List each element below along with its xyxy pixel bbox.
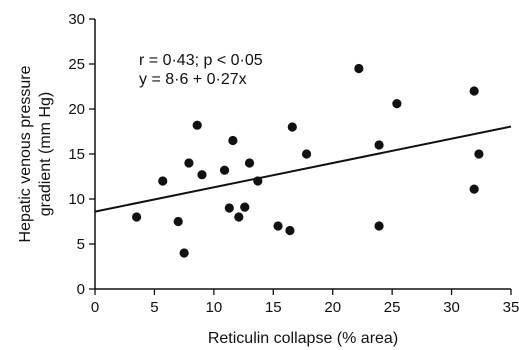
equation-annotation: y = 8·6 + 0·27x: [139, 71, 247, 88]
y-tick-label: 10: [68, 191, 85, 208]
y-tick-label: 30: [68, 11, 85, 28]
data-point: [469, 86, 479, 96]
data-point: [158, 176, 168, 186]
x-axis-title: Reticulin collapse (% area): [208, 330, 398, 347]
data-point: [374, 140, 384, 150]
data-point: [392, 99, 402, 109]
regression-line: [94, 125, 512, 213]
data-point: [374, 221, 384, 231]
y-tick-label: 20: [68, 101, 85, 118]
x-tick-label: 0: [91, 299, 99, 316]
data-point: [301, 149, 312, 159]
data-point: [253, 176, 263, 186]
data-point: [234, 212, 244, 222]
data-point: [244, 158, 255, 168]
y-axis-title-line-2: gradient (mm Hg): [37, 92, 54, 216]
x-tick-label: 10: [206, 299, 223, 316]
x-tick-label: 30: [443, 299, 460, 316]
data-point: [192, 120, 202, 130]
data-point: [173, 216, 183, 227]
x-tick-label: 25: [384, 299, 401, 316]
ticks: 0 5 10 15 20 25 30 35 0 5 10 15 20 25 30: [68, 11, 519, 316]
y-tick-label: 5: [77, 236, 85, 253]
x-tick-label: 20: [324, 299, 341, 316]
x-tick-label: 35: [503, 299, 519, 316]
data-point: [474, 149, 484, 159]
y-axis-title-line-1: Hepatic venous pressure: [17, 65, 34, 242]
data-point: [132, 212, 142, 222]
y-tick-label: 15: [68, 146, 85, 163]
data-point: [219, 165, 230, 175]
data-point: [287, 122, 297, 132]
x-tick-label: 5: [150, 299, 158, 316]
data-point: [184, 158, 194, 168]
y-tick-label: 0: [77, 281, 85, 298]
data-point: [179, 248, 189, 258]
data-point: [273, 221, 283, 231]
y-tick-label: 25: [68, 56, 85, 73]
x-tick-label: 15: [265, 299, 282, 316]
data-points: [132, 63, 484, 258]
y-axis-title-group: Hepatic venous pressure gradient (mm Hg): [17, 65, 54, 242]
data-point: [228, 135, 238, 146]
regression-line-group: [94, 125, 512, 213]
data-point: [354, 63, 364, 74]
data-point: [240, 202, 250, 212]
data-point: [469, 184, 479, 194]
data-point: [224, 203, 234, 213]
data-point: [197, 170, 207, 180]
correlation-annotation: r = 0·43; p < 0·05: [139, 52, 263, 69]
data-point: [285, 225, 295, 236]
